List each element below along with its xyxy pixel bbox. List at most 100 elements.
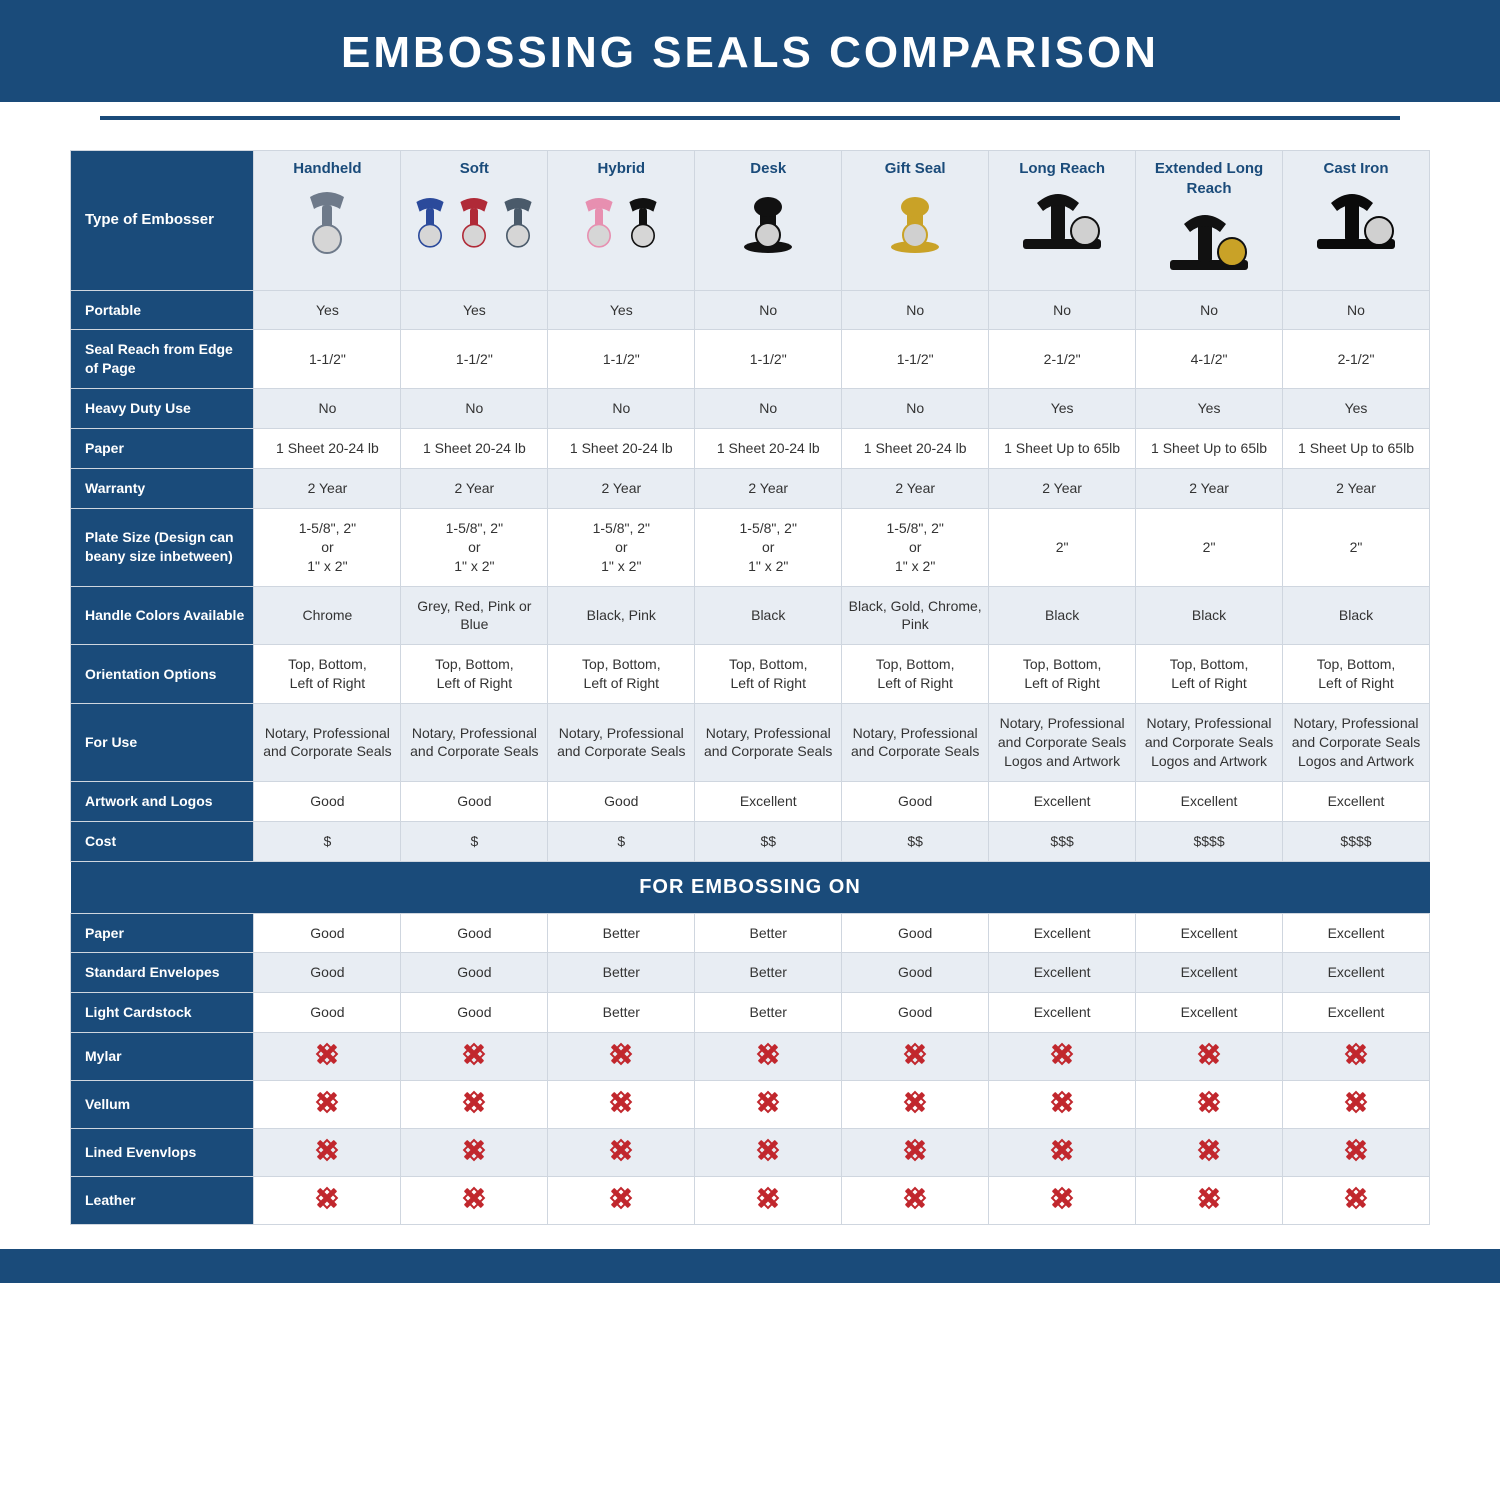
table-row: Cost$$$$$$$$$$$$$$$$$$ — [71, 821, 1430, 861]
x-mark-icon — [316, 1091, 338, 1113]
x-mark-icon — [610, 1187, 632, 1209]
table-cell: 4-1/2" — [1136, 330, 1283, 389]
table-cell: Notary, Professional and Corporate Seals… — [989, 704, 1136, 782]
table-cell: Yes — [989, 389, 1136, 429]
table-cell: Notary, Professional and Corporate Seals — [548, 704, 695, 782]
table-cell: Good — [842, 953, 989, 993]
table-cell: Yes — [1283, 389, 1430, 429]
table-cell: No — [989, 290, 1136, 330]
table-cell: Excellent — [1283, 993, 1430, 1033]
x-mark-icon — [1198, 1091, 1220, 1113]
x-mark-icon — [1051, 1043, 1073, 1065]
table-cell: $$$$ — [1283, 821, 1430, 861]
table-row: Heavy Duty UseNoNoNoNoNoYesYesYes — [71, 389, 1430, 429]
table-cell — [254, 1081, 401, 1129]
embosser-icon — [701, 183, 835, 261]
x-mark-icon — [1345, 1187, 1367, 1209]
table-cell — [1136, 1176, 1283, 1224]
table-cell: 1-5/8", 2"or1" x 2" — [254, 508, 401, 586]
row-label: Orientation Options — [71, 645, 254, 704]
table-cell: No — [842, 389, 989, 429]
table-cell: Better — [548, 953, 695, 993]
table-cell: Good — [842, 781, 989, 821]
table-row: Seal Reach from Edge of Page1-1/2"1-1/2"… — [71, 330, 1430, 389]
column-label: Desk — [701, 159, 835, 179]
table-cell: Excellent — [1136, 781, 1283, 821]
table-cell: No — [695, 389, 842, 429]
table-cell: Grey, Red, Pink or Blue — [401, 586, 548, 645]
table-cell: 1-1/2" — [254, 330, 401, 389]
table-cell: Top, Bottom,Left of Right — [1283, 645, 1430, 704]
table-row: Artwork and LogosGoodGoodGoodExcellentGo… — [71, 781, 1430, 821]
table-cell: Notary, Professional and Corporate Seals… — [1283, 704, 1430, 782]
x-mark-icon — [316, 1043, 338, 1065]
page-title: EMBOSSING SEALS COMPARISON — [0, 28, 1500, 78]
column-label: Long Reach — [995, 159, 1129, 179]
row-label: Leather — [71, 1176, 254, 1224]
table-cell: Excellent — [989, 913, 1136, 953]
table-row: Vellum — [71, 1081, 1430, 1129]
x-mark-icon — [757, 1043, 779, 1065]
column-label: Soft — [407, 159, 541, 179]
table-cell: Good — [254, 781, 401, 821]
row-label: Warranty — [71, 468, 254, 508]
column-label: Gift Seal — [848, 159, 982, 179]
table-cell: 2" — [989, 508, 1136, 586]
table-cell — [401, 1128, 548, 1176]
table-cell: 1 Sheet 20-24 lb — [695, 429, 842, 469]
column-header: Gift Seal — [842, 151, 989, 291]
table-cell: Notary, Professional and Corporate Seals… — [1136, 704, 1283, 782]
table-cell: 1 Sheet Up to 65lb — [1136, 429, 1283, 469]
table-cell — [1136, 1033, 1283, 1081]
column-label: Handheld — [260, 159, 394, 179]
table-cell — [695, 1033, 842, 1081]
table-row: For UseNotary, Professional and Corporat… — [71, 704, 1430, 782]
x-mark-icon — [1198, 1043, 1220, 1065]
x-mark-icon — [610, 1139, 632, 1161]
row-label: Cost — [71, 821, 254, 861]
table-cell: No — [254, 389, 401, 429]
table-cell: 2 Year — [401, 468, 548, 508]
table-cell: 1-1/2" — [401, 330, 548, 389]
table-cell — [1283, 1081, 1430, 1129]
x-mark-icon — [463, 1043, 485, 1065]
x-mark-icon — [757, 1187, 779, 1209]
embosser-icon — [995, 183, 1129, 261]
table-row: Plate Size (Design can beany size inbetw… — [71, 508, 1430, 586]
x-mark-icon — [757, 1091, 779, 1113]
table-cell: Notary, Professional and Corporate Seals — [254, 704, 401, 782]
column-header: Cast Iron — [1283, 151, 1430, 291]
table-cell: Better — [695, 953, 842, 993]
table-cell — [695, 1081, 842, 1129]
row-label: Lined Evenvlops — [71, 1128, 254, 1176]
embosser-icon — [1289, 183, 1423, 261]
column-header: Long Reach — [989, 151, 1136, 291]
x-mark-icon — [1345, 1091, 1367, 1113]
table-cell: 2-1/2" — [1283, 330, 1430, 389]
table-cell: $ — [548, 821, 695, 861]
table-cell: Good — [842, 913, 989, 953]
row-label: Paper — [71, 913, 254, 953]
table-cell: Notary, Professional and Corporate Seals — [401, 704, 548, 782]
table-row: Light CardstockGoodGoodBetterBetterGoodE… — [71, 993, 1430, 1033]
row-label: Light Cardstock — [71, 993, 254, 1033]
table-cell: Good — [548, 781, 695, 821]
x-mark-icon — [316, 1187, 338, 1209]
x-mark-icon — [1198, 1139, 1220, 1161]
table-cell: Better — [548, 913, 695, 953]
table-cell: 1 Sheet 20-24 lb — [548, 429, 695, 469]
table-cell: 2 Year — [254, 468, 401, 508]
x-mark-icon — [904, 1043, 926, 1065]
table-cell: No — [1136, 290, 1283, 330]
table-cell: 1 Sheet 20-24 lb — [254, 429, 401, 469]
table-row: Handle Colors AvailableChromeGrey, Red, … — [71, 586, 1430, 645]
table-cell — [1283, 1033, 1430, 1081]
column-label: Extended Long Reach — [1142, 159, 1276, 200]
embosser-icon — [260, 183, 394, 261]
table-row: PortableYesYesYesNoNoNoNoNo — [71, 290, 1430, 330]
table-cell: Top, Bottom,Left of Right — [1136, 645, 1283, 704]
table-cell: $$$$ — [1136, 821, 1283, 861]
x-mark-icon — [1051, 1139, 1073, 1161]
table-cell: 2 Year — [695, 468, 842, 508]
row-label: For Use — [71, 704, 254, 782]
